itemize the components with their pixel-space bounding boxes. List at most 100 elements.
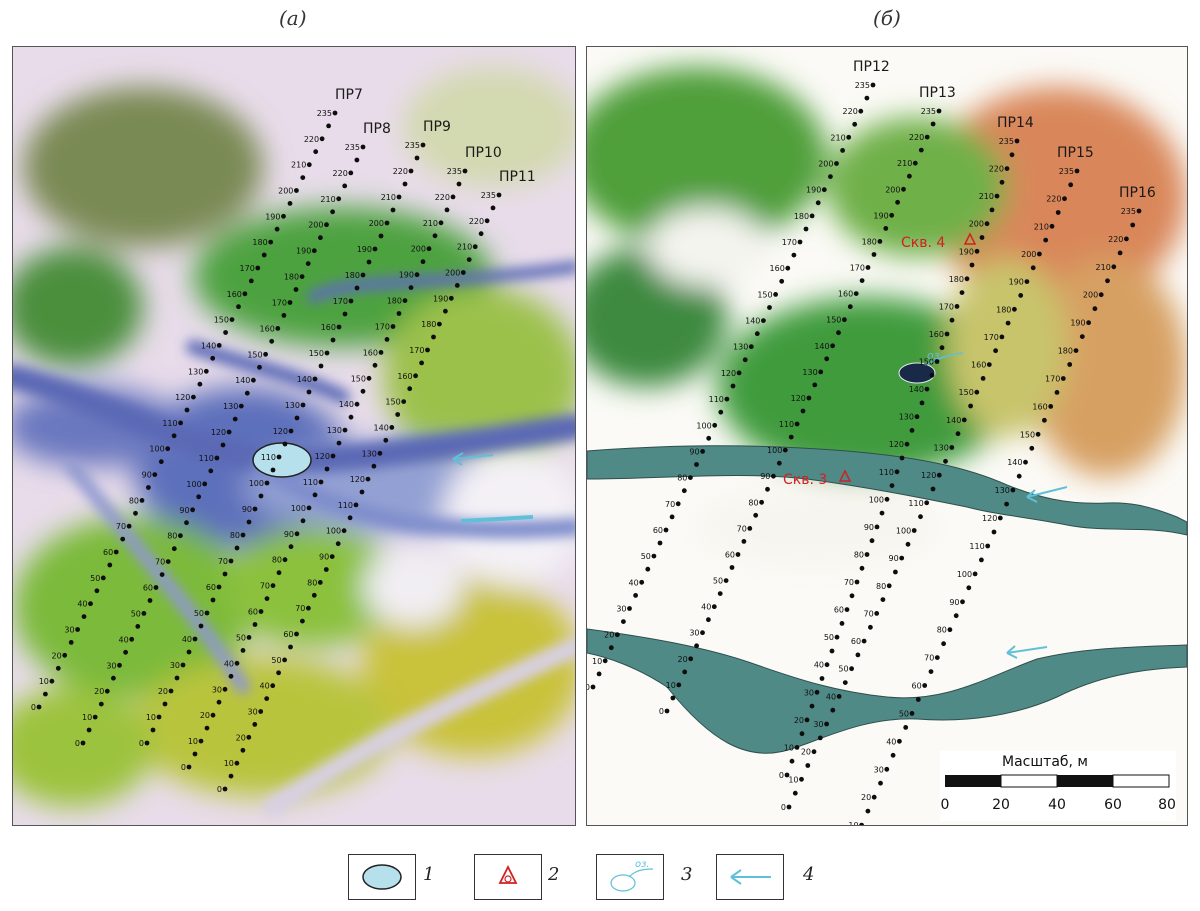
- profile-label: 70: [737, 524, 747, 533]
- profile-point: [849, 593, 855, 599]
- profile-label: 160: [321, 323, 336, 332]
- profile-label: 80: [230, 531, 240, 540]
- profile-point: [818, 369, 824, 375]
- profile-point: [754, 331, 760, 337]
- profile-name: ПР16: [1119, 185, 1156, 201]
- profile-point: [735, 552, 741, 557]
- profile-label: 40: [629, 578, 639, 587]
- profile-point: [299, 274, 305, 279]
- profile-point: [408, 285, 414, 290]
- profile-point: [431, 334, 436, 340]
- profile-point: [730, 383, 736, 389]
- profile-point: [939, 345, 945, 351]
- profile-point: [834, 161, 839, 166]
- profile-label: 220: [435, 193, 450, 202]
- profile-point: [49, 678, 55, 684]
- profile-label: 0: [75, 739, 80, 748]
- profile-point: [1074, 168, 1080, 174]
- profile-label: 30: [106, 661, 116, 670]
- profile-point: [859, 565, 865, 571]
- legend-num-1: 1: [423, 864, 435, 885]
- profile-label: 0: [181, 763, 186, 772]
- profile-point: [198, 623, 204, 629]
- profile-point: [88, 601, 93, 607]
- profile-point: [300, 402, 306, 408]
- profile-point: [336, 196, 342, 202]
- profile-point: [688, 475, 693, 480]
- profile-label: 220: [393, 167, 408, 176]
- profile-label: 180: [252, 238, 267, 247]
- profile-label: 100: [186, 480, 201, 489]
- profile-point: [68, 640, 74, 645]
- profile-point: [985, 543, 991, 549]
- profile-label: 130: [733, 343, 748, 352]
- profile-label: 210: [1096, 263, 1111, 272]
- profile-point: [865, 265, 871, 270]
- profile-label: 110: [879, 468, 894, 477]
- profile-point: [258, 609, 264, 614]
- profile-name: ПР11: [499, 169, 536, 185]
- profile-point: [300, 518, 306, 524]
- profile-point: [336, 324, 342, 330]
- profile-point: [871, 252, 877, 257]
- profile-label: 170: [333, 297, 348, 306]
- profile-point: [378, 233, 384, 239]
- profile-label: 140: [339, 400, 354, 409]
- profile-label: 235: [1059, 167, 1074, 176]
- profile-label: 60: [851, 637, 861, 646]
- profile-label: 80: [748, 498, 758, 507]
- profile-label: 235: [317, 109, 332, 118]
- profile-point: [246, 734, 252, 740]
- profile-label: 110: [709, 395, 724, 404]
- profile-point: [318, 363, 324, 369]
- profile-point: [366, 259, 372, 265]
- profile-label: 90: [949, 598, 959, 607]
- profile-point: [287, 300, 293, 305]
- profile-name: ПР14: [997, 115, 1034, 131]
- profile-point: [244, 390, 250, 396]
- scale-title: Масштаб, м: [1002, 754, 1088, 770]
- profile-point: [794, 745, 800, 750]
- profile-point: [324, 466, 330, 472]
- profile-point: [1117, 250, 1123, 256]
- profile-label: 210: [423, 219, 438, 228]
- profile-label: 50: [899, 709, 909, 718]
- profile-point: [645, 566, 651, 572]
- profile-point: [852, 121, 858, 127]
- profile-label: 235: [921, 107, 936, 116]
- profile-label: 150: [214, 316, 229, 325]
- profile-point: [414, 155, 420, 161]
- profile-point: [372, 362, 378, 368]
- profile-point: [657, 540, 663, 546]
- profile-point: [223, 330, 229, 335]
- profile-point: [723, 578, 729, 583]
- profile-point: [842, 317, 847, 323]
- profile-point: [748, 344, 754, 350]
- profile-label: 90: [319, 553, 329, 562]
- profile-name: ПР7: [335, 87, 363, 103]
- profile-label: 200: [969, 220, 984, 229]
- profile-point: [797, 239, 803, 245]
- profile-point: [809, 213, 815, 219]
- profile-point: [830, 343, 835, 349]
- profile-point: [326, 123, 331, 129]
- profile-point: [159, 572, 165, 577]
- profile-point: [330, 337, 336, 343]
- profile-point: [914, 414, 920, 420]
- profile-point: [664, 708, 670, 714]
- profile-point: [228, 673, 234, 679]
- profile-label: 235: [1121, 207, 1136, 216]
- profile-label: 0: [587, 683, 590, 692]
- profile-point: [966, 585, 972, 591]
- profile-label: 30: [64, 626, 74, 635]
- profile-label: 235: [481, 191, 496, 200]
- profile-point: [706, 617, 711, 623]
- profile-label: 160: [397, 372, 412, 381]
- profile-point: [228, 558, 234, 564]
- profile-label: 220: [469, 217, 484, 226]
- profile-point: [196, 494, 202, 500]
- profile-label: 60: [143, 584, 153, 593]
- profile-label: 70: [218, 557, 228, 566]
- profile-point: [884, 496, 890, 502]
- profile-point: [1092, 306, 1098, 312]
